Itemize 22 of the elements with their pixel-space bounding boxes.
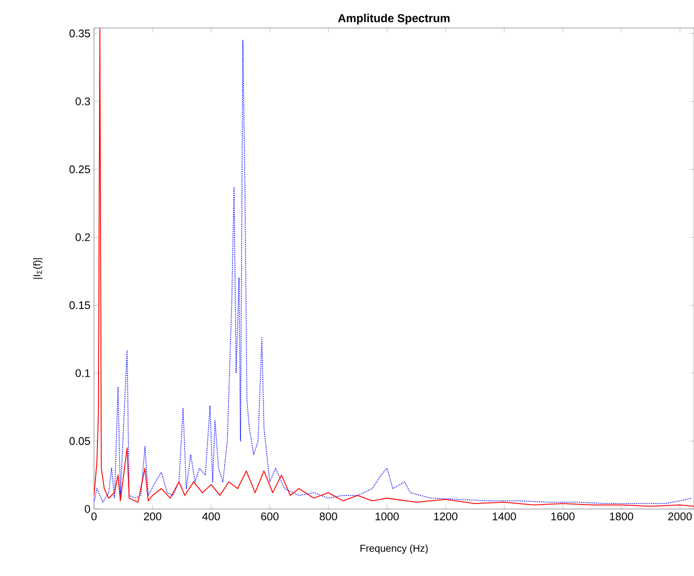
y-tick-label: 0.25 <box>70 165 90 174</box>
x-tick-label: 600 <box>261 512 279 520</box>
x-tick-label: 1800 <box>610 512 634 520</box>
x-tick-label: 1200 <box>434 512 458 520</box>
x-tick-label: 2000 <box>668 512 692 520</box>
x-tick-label: 1000 <box>376 512 399 520</box>
x-tick-label: 200 <box>144 512 162 520</box>
x-tick-label: 0 <box>91 512 97 520</box>
x-axis-title: Frequency (Hz) <box>360 544 428 554</box>
y-tick-label: 0.3 <box>76 97 90 106</box>
y-tick-label: 0 <box>84 505 90 513</box>
x-tick-label: 400 <box>202 512 220 520</box>
chart-title: Amplitude Spectrum <box>338 14 450 25</box>
y-axis-title: |I$_{Σ}$(f)| <box>33 258 42 279</box>
y-tick-label: 0.05 <box>70 437 90 445</box>
x-tick-label: 1400 <box>492 512 516 520</box>
y-tick-label: 0.35 <box>70 30 90 38</box>
y-tick-label: 0.15 <box>70 301 90 310</box>
x-tick-label: 800 <box>320 512 338 520</box>
y-tick-label: 0.1 <box>76 369 90 378</box>
y-tick-label: 0.2 <box>76 233 90 242</box>
x-tick-label: 1600 <box>551 512 575 520</box>
